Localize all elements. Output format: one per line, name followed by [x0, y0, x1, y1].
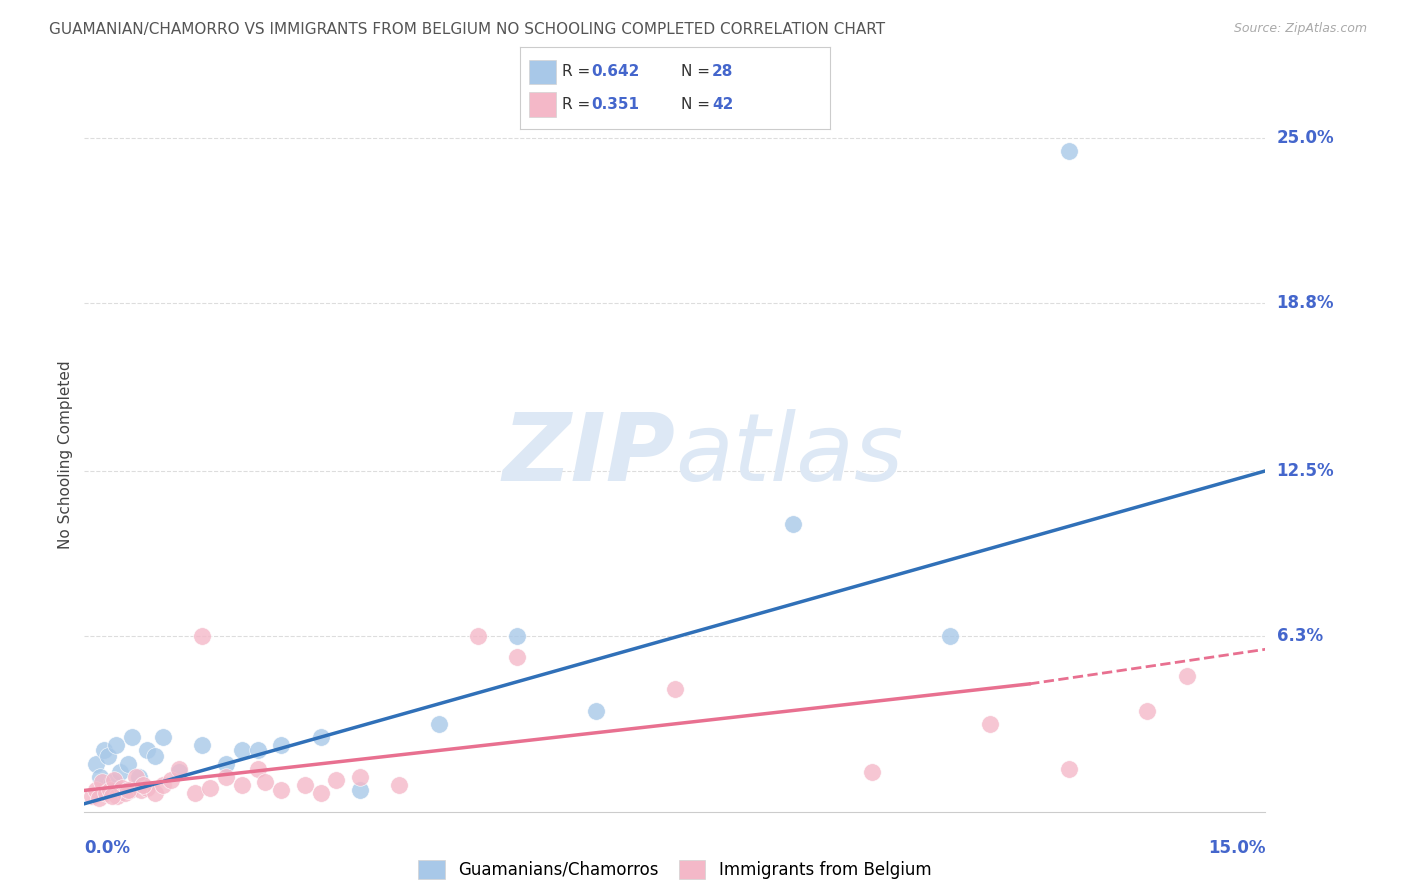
Point	[112, 783, 135, 797]
Point	[167, 762, 190, 776]
Text: 0.351: 0.351	[592, 97, 640, 112]
FancyBboxPatch shape	[530, 60, 555, 84]
Point	[129, 783, 152, 797]
Point	[114, 786, 136, 800]
Text: R =: R =	[562, 97, 591, 112]
Point	[183, 786, 205, 800]
Point	[167, 764, 190, 779]
Point	[246, 762, 269, 776]
Point	[200, 780, 222, 795]
Point	[270, 783, 292, 797]
Point	[191, 629, 214, 643]
Text: atlas: atlas	[675, 409, 903, 500]
Point	[388, 778, 411, 792]
Point	[349, 783, 371, 797]
Text: N =: N =	[681, 64, 710, 79]
Point	[84, 756, 107, 771]
Point	[231, 778, 253, 792]
Point	[132, 778, 155, 792]
Text: 6.3%: 6.3%	[1277, 627, 1323, 645]
Point	[108, 764, 131, 779]
Text: 18.8%: 18.8%	[1277, 294, 1334, 312]
Point	[107, 789, 129, 803]
Text: N =: N =	[681, 97, 710, 112]
Point	[93, 743, 115, 757]
Point	[979, 716, 1001, 731]
Point	[98, 783, 121, 797]
Point	[782, 517, 804, 532]
Point	[104, 738, 127, 752]
Y-axis label: No Schooling Completed: No Schooling Completed	[58, 360, 73, 549]
Text: GUAMANIAN/CHAMORRO VS IMMIGRANTS FROM BELGIUM NO SCHOOLING COMPLETED CORRELATION: GUAMANIAN/CHAMORRO VS IMMIGRANTS FROM BE…	[49, 22, 886, 37]
Point	[103, 772, 125, 787]
Point	[506, 629, 529, 643]
Point	[90, 775, 112, 789]
Text: ZIP: ZIP	[502, 409, 675, 501]
Point	[101, 775, 124, 789]
Point	[664, 682, 686, 697]
Point	[294, 778, 316, 792]
Point	[349, 770, 371, 784]
Point	[309, 786, 332, 800]
Point	[121, 730, 143, 744]
Point	[939, 629, 962, 643]
Legend: Guamanians/Chamorros, Immigrants from Belgium: Guamanians/Chamorros, Immigrants from Be…	[412, 853, 938, 886]
Point	[467, 629, 489, 643]
Point	[506, 650, 529, 665]
Point	[152, 730, 174, 744]
Point	[143, 748, 166, 763]
Point	[89, 770, 111, 784]
Point	[585, 704, 607, 718]
Point	[325, 772, 347, 787]
Text: 0.642: 0.642	[592, 64, 640, 79]
Point	[215, 770, 238, 784]
Point	[124, 770, 146, 784]
Point	[117, 783, 139, 797]
Point	[128, 770, 150, 784]
Point	[191, 738, 214, 752]
Point	[136, 743, 159, 757]
Text: 15.0%: 15.0%	[1208, 839, 1265, 857]
Point	[136, 780, 159, 795]
Point	[117, 756, 139, 771]
Text: 28: 28	[711, 64, 734, 79]
Text: 0.0%: 0.0%	[84, 839, 131, 857]
Text: 12.5%: 12.5%	[1277, 462, 1334, 480]
Point	[97, 748, 120, 763]
Point	[82, 789, 104, 803]
Point	[143, 786, 166, 800]
Point	[96, 786, 118, 800]
Point	[160, 772, 183, 787]
Point	[1057, 762, 1080, 776]
Point	[101, 789, 124, 803]
Text: Source: ZipAtlas.com: Source: ZipAtlas.com	[1233, 22, 1367, 36]
Point	[1136, 704, 1159, 718]
Text: 42: 42	[711, 97, 734, 112]
Point	[231, 743, 253, 757]
Point	[84, 783, 107, 797]
Point	[427, 716, 450, 731]
Point	[270, 738, 292, 752]
Point	[309, 730, 332, 744]
Point	[111, 780, 134, 795]
Text: R =: R =	[562, 64, 591, 79]
FancyBboxPatch shape	[530, 93, 555, 117]
Point	[860, 764, 883, 779]
Point	[215, 756, 238, 771]
Point	[87, 791, 110, 805]
Point	[246, 743, 269, 757]
Point	[1057, 145, 1080, 159]
Point	[1175, 669, 1198, 683]
Point	[152, 778, 174, 792]
Point	[254, 775, 277, 789]
Text: 25.0%: 25.0%	[1277, 129, 1334, 147]
Point	[118, 783, 141, 797]
